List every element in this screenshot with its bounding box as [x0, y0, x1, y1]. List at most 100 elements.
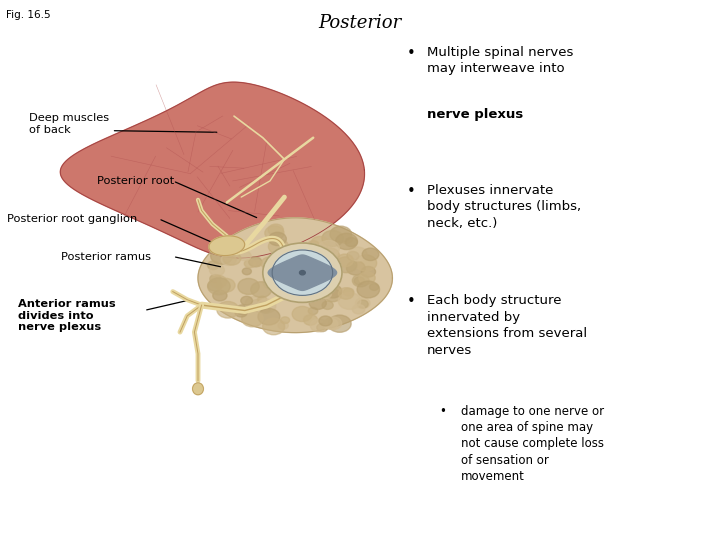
Circle shape	[338, 293, 361, 309]
Circle shape	[323, 319, 338, 329]
Circle shape	[322, 301, 333, 309]
Circle shape	[307, 247, 329, 264]
Circle shape	[281, 317, 289, 323]
Text: •: •	[439, 405, 446, 418]
Circle shape	[235, 308, 247, 317]
Circle shape	[253, 260, 262, 267]
Circle shape	[345, 238, 357, 247]
Text: Multiple spinal nerves
may interweave into: Multiple spinal nerves may interweave in…	[427, 46, 573, 76]
Circle shape	[207, 261, 219, 269]
Circle shape	[336, 257, 357, 273]
Circle shape	[319, 289, 331, 299]
Circle shape	[336, 254, 354, 267]
Ellipse shape	[193, 383, 204, 395]
Circle shape	[292, 253, 305, 263]
Circle shape	[210, 274, 221, 283]
Circle shape	[306, 280, 316, 287]
Circle shape	[265, 226, 284, 240]
Circle shape	[308, 307, 318, 315]
Circle shape	[316, 265, 330, 275]
Circle shape	[221, 254, 236, 265]
Circle shape	[258, 308, 280, 325]
Circle shape	[258, 296, 267, 303]
Circle shape	[291, 282, 303, 291]
Circle shape	[328, 315, 351, 332]
Circle shape	[357, 300, 368, 308]
Circle shape	[352, 305, 365, 314]
Circle shape	[213, 290, 227, 301]
Text: Each body structure
innervated by
extensions from several
nerves: Each body structure innervated by extens…	[427, 294, 587, 357]
Circle shape	[323, 267, 333, 275]
Circle shape	[211, 248, 233, 264]
Circle shape	[268, 268, 289, 284]
Text: damage to one nerve or
one area of spine may
not cause complete loss
of sensatio: damage to one nerve or one area of spine…	[461, 405, 604, 483]
Circle shape	[207, 278, 230, 295]
Circle shape	[325, 289, 341, 302]
Circle shape	[263, 243, 342, 302]
Text: Posterior: Posterior	[318, 14, 402, 31]
Circle shape	[362, 248, 379, 261]
Circle shape	[324, 285, 342, 298]
Circle shape	[320, 248, 339, 262]
Circle shape	[217, 278, 235, 292]
Circle shape	[263, 318, 284, 335]
Circle shape	[317, 323, 328, 332]
Circle shape	[244, 259, 256, 268]
Circle shape	[248, 257, 262, 267]
Text: •: •	[407, 184, 415, 199]
Circle shape	[359, 272, 375, 284]
Text: Plexuses innervate
body structures (limbs,
neck, etc.): Plexuses innervate body structures (limb…	[427, 184, 581, 230]
Circle shape	[324, 277, 334, 285]
Ellipse shape	[209, 236, 245, 255]
Circle shape	[346, 261, 365, 275]
Text: •: •	[407, 46, 415, 61]
Text: Anterior ramus
divides into
nerve plexus: Anterior ramus divides into nerve plexus	[18, 299, 116, 333]
Circle shape	[292, 306, 312, 321]
Text: Posterior root ganglion: Posterior root ganglion	[7, 214, 138, 224]
Circle shape	[217, 301, 239, 318]
Circle shape	[268, 224, 284, 235]
Circle shape	[336, 233, 357, 249]
Circle shape	[240, 296, 253, 305]
Circle shape	[319, 316, 332, 326]
Text: Posterior ramus: Posterior ramus	[61, 252, 151, 261]
Text: •: •	[407, 294, 415, 309]
Circle shape	[208, 280, 222, 291]
Circle shape	[294, 285, 304, 292]
Text: Posterior root: Posterior root	[97, 176, 174, 186]
Circle shape	[318, 288, 330, 297]
Circle shape	[308, 241, 319, 249]
Circle shape	[251, 282, 271, 298]
Polygon shape	[198, 218, 392, 333]
Circle shape	[292, 262, 315, 279]
Circle shape	[269, 239, 289, 254]
Circle shape	[257, 299, 276, 313]
Circle shape	[269, 260, 287, 273]
Circle shape	[238, 279, 259, 294]
Circle shape	[325, 317, 342, 329]
Circle shape	[272, 250, 333, 295]
Circle shape	[301, 251, 323, 267]
Circle shape	[352, 274, 369, 287]
Circle shape	[243, 268, 251, 275]
Circle shape	[357, 281, 379, 298]
Circle shape	[236, 305, 249, 315]
Circle shape	[369, 284, 379, 291]
Circle shape	[210, 265, 225, 276]
Circle shape	[347, 252, 359, 260]
Circle shape	[311, 292, 320, 299]
Circle shape	[338, 288, 354, 299]
Circle shape	[315, 255, 332, 268]
Circle shape	[238, 251, 251, 261]
Circle shape	[261, 306, 270, 313]
Circle shape	[210, 275, 227, 288]
Circle shape	[356, 298, 370, 308]
Circle shape	[322, 231, 343, 246]
Text: Fig. 16.5: Fig. 16.5	[6, 10, 50, 20]
Circle shape	[310, 319, 328, 332]
Circle shape	[340, 234, 353, 244]
Circle shape	[269, 232, 287, 246]
Text: nerve plexus: nerve plexus	[427, 108, 523, 121]
Circle shape	[223, 252, 240, 265]
Circle shape	[355, 255, 377, 271]
